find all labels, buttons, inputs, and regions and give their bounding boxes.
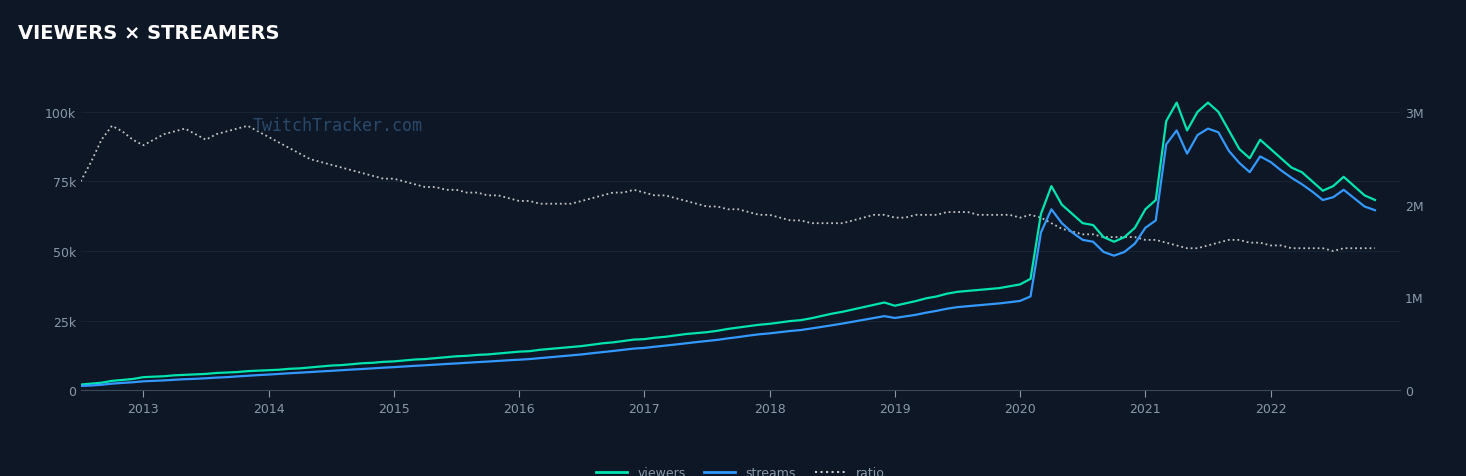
Text: VIEWERS × STREAMERS: VIEWERS × STREAMERS bbox=[18, 24, 279, 43]
Legend: viewers, streams, ratio: viewers, streams, ratio bbox=[591, 461, 890, 476]
Text: TwitchTracker.com: TwitchTracker.com bbox=[252, 117, 422, 135]
